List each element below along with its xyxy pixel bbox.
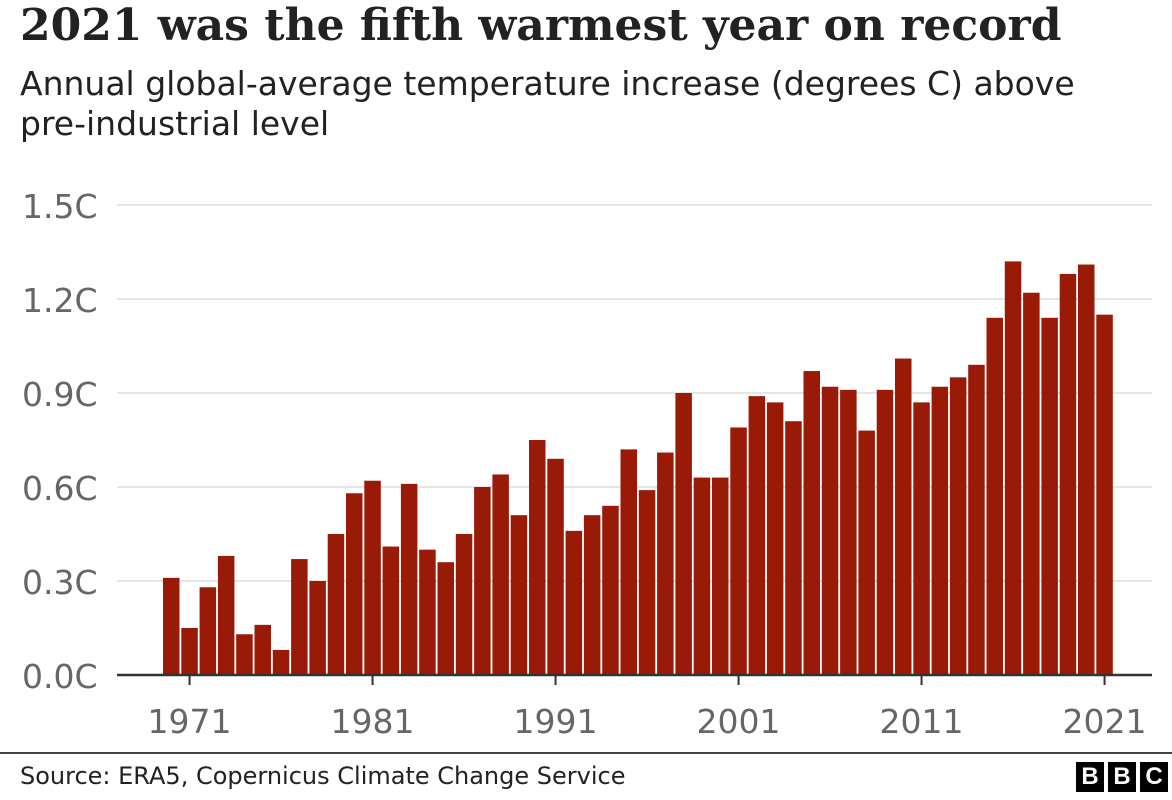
bar-1977 — [291, 559, 308, 675]
bar-2008 — [858, 430, 875, 675]
bar-chart: 0.0C 0.3C 0.6C 0.9C 1.2C 1.5C 1971 1981 1991 2001… — [22, 187, 1152, 741]
bar-1981 — [364, 480, 381, 675]
bar-1986 — [455, 534, 473, 675]
bar-1998 — [675, 393, 692, 675]
x-tick-label: 1991 — [514, 702, 598, 741]
bar-1996 — [638, 490, 656, 675]
bar-1973 — [217, 555, 235, 675]
bar-1972 — [199, 587, 217, 675]
bar-2020 — [1078, 264, 1095, 675]
y-tick-label: 1.5C — [22, 187, 98, 226]
x-tick-label: 2011 — [880, 702, 964, 741]
bar-1993 — [583, 515, 601, 675]
bar-1982 — [382, 546, 400, 675]
bar-1997 — [657, 452, 674, 675]
bar-1991 — [547, 458, 564, 675]
bar-1970 — [163, 577, 180, 675]
bar-1990 — [529, 440, 546, 675]
bar-2021 — [1096, 314, 1113, 675]
bar-2006 — [821, 386, 839, 675]
bar-1989 — [510, 515, 528, 675]
bar-2014 — [968, 364, 985, 675]
bar-2013 — [949, 377, 967, 675]
bbc-logo: B B C — [1076, 762, 1168, 792]
bar-1979 — [327, 534, 345, 675]
bar-2018 — [1041, 317, 1058, 675]
bar-1983 — [400, 483, 418, 675]
x-tick-label: 1971 — [148, 702, 232, 741]
bar-2003 — [766, 402, 784, 675]
bar-2009 — [876, 389, 894, 675]
bar-1995 — [620, 449, 637, 675]
x-tick-label: 1981 — [331, 702, 415, 741]
bar-1988 — [492, 474, 509, 675]
footer-divider — [0, 752, 1172, 754]
bar-2019 — [1059, 273, 1077, 675]
source-note: Source: ERA5, Copernicus Climate Change … — [20, 762, 626, 790]
bar-2007 — [840, 389, 857, 675]
bar-1994 — [602, 505, 619, 675]
logo-letter-c: C — [1140, 762, 1168, 792]
bar-2001 — [730, 427, 747, 675]
bar-1975 — [254, 624, 271, 675]
bar-2017 — [1023, 292, 1040, 675]
bar-1987 — [474, 487, 491, 675]
y-tick-label: 0.3C — [22, 563, 98, 602]
bar-1999 — [693, 477, 711, 675]
bar-2016 — [1004, 261, 1022, 675]
bar-2002 — [748, 396, 766, 675]
bar-1980 — [346, 493, 363, 675]
bar-2010 — [895, 358, 912, 675]
y-tick-label: 0.6C — [22, 469, 98, 508]
tick-labels: 0.0C 0.3C 0.6C 0.9C 1.2C 1.5C 1971 1981 1991 2001… — [22, 187, 1147, 741]
bar-2015 — [986, 317, 1003, 675]
bar-1976 — [272, 649, 290, 675]
bar-1978 — [309, 581, 326, 675]
bar-1984 — [419, 549, 436, 675]
y-tick-label: 0.9C — [22, 375, 98, 414]
x-tick-label: 2021 — [1063, 702, 1147, 741]
logo-letter-b2: B — [1108, 762, 1136, 792]
bar-2005 — [803, 371, 820, 675]
bar-2011 — [913, 402, 930, 675]
bar-1974 — [236, 634, 253, 675]
x-tick-label: 2001 — [697, 702, 781, 741]
bar-2000 — [712, 477, 729, 675]
bars — [163, 261, 1113, 675]
y-tick-label: 1.2C — [22, 281, 98, 320]
chart-title: 2021 was the fifth warmest year on recor… — [20, 0, 1062, 51]
bar-1992 — [565, 530, 583, 675]
bar-2004 — [785, 421, 802, 675]
logo-letter-b1: B — [1076, 762, 1104, 792]
bar-2012 — [931, 386, 949, 675]
bar-1985 — [437, 562, 454, 675]
y-tick-label: 0.0C — [22, 657, 98, 696]
x-axis — [117, 673, 1152, 685]
chart-subtitle: Annual global-average temperature increa… — [20, 64, 1075, 143]
bar-1971 — [181, 628, 198, 675]
